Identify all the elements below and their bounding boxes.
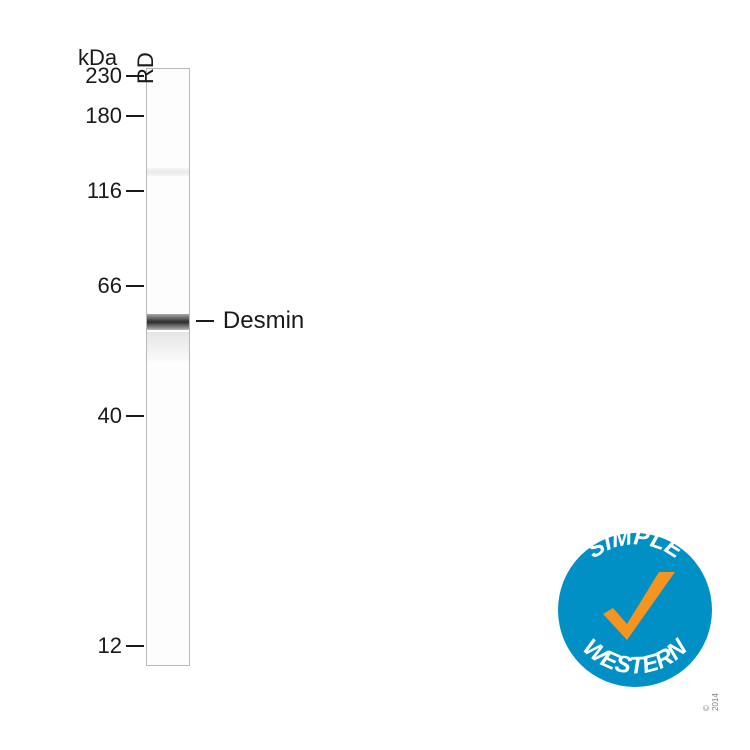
- simple-western-badge: SIMPLE WESTERN © 2014: [550, 525, 720, 700]
- marker-row: 40: [70, 403, 144, 429]
- band-annotation: Desmin: [196, 307, 304, 335]
- marker-tick: [126, 75, 144, 77]
- faint-band-1: [147, 168, 189, 176]
- marker-tick: [126, 285, 144, 287]
- main-band: [147, 314, 189, 330]
- marker-value: 12: [70, 633, 122, 659]
- marker-tick: [126, 115, 144, 117]
- marker-row: 116: [70, 178, 144, 204]
- badge-svg: SIMPLE WESTERN: [550, 525, 720, 695]
- marker-row: 230: [70, 63, 144, 89]
- marker-row: 66: [70, 273, 144, 299]
- marker-value: 116: [70, 178, 122, 204]
- western-blot-figure: kDa RD Desmin 230180116664012: [70, 15, 470, 695]
- marker-value: 230: [70, 63, 122, 89]
- faint-smear: [147, 332, 189, 362]
- marker-tick: [126, 190, 144, 192]
- band-label: Desmin: [223, 307, 304, 334]
- marker-row: 180: [70, 103, 144, 129]
- marker-tick: [126, 415, 144, 417]
- marker-tick: [126, 645, 144, 647]
- marker-row: 12: [70, 633, 144, 659]
- marker-value: 180: [70, 103, 122, 129]
- badge-copyright: © 2014: [702, 693, 720, 711]
- marker-value: 66: [70, 273, 122, 299]
- blot-lane: [146, 68, 190, 666]
- marker-value: 40: [70, 403, 122, 429]
- band-tick: [196, 320, 214, 322]
